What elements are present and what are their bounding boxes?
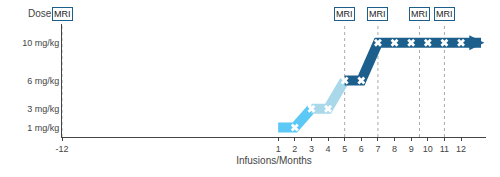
svg-text:10: 10 — [423, 144, 433, 154]
svg-text:MRI: MRI — [411, 9, 428, 19]
svg-text:MRI: MRI — [436, 9, 453, 19]
svg-text:Infusions/Months: Infusions/Months — [236, 155, 312, 166]
svg-text:MRI: MRI — [54, 9, 71, 19]
svg-text:10 mg/kg: 10 mg/kg — [22, 38, 59, 48]
svg-text:6 mg/kg: 6 mg/kg — [27, 76, 59, 86]
svg-text:12: 12 — [456, 144, 466, 154]
svg-text:3: 3 — [309, 144, 314, 154]
svg-text:1 mg/kg: 1 mg/kg — [27, 123, 59, 133]
svg-text:11: 11 — [440, 144, 449, 154]
svg-text:3 mg/kg: 3 mg/kg — [27, 104, 59, 114]
svg-text:MRI: MRI — [369, 9, 386, 19]
svg-text:6: 6 — [359, 144, 364, 154]
svg-text:4: 4 — [326, 144, 331, 154]
svg-text:MRI: MRI — [336, 9, 353, 19]
svg-text:Dose: Dose — [28, 8, 52, 19]
svg-text:9: 9 — [409, 144, 414, 154]
svg-text:8: 8 — [392, 144, 397, 154]
svg-text:7: 7 — [375, 144, 380, 154]
svg-text:1: 1 — [276, 144, 281, 154]
svg-text:5: 5 — [342, 144, 347, 154]
svg-text:-12: -12 — [55, 144, 68, 154]
svg-text:2: 2 — [292, 144, 297, 154]
